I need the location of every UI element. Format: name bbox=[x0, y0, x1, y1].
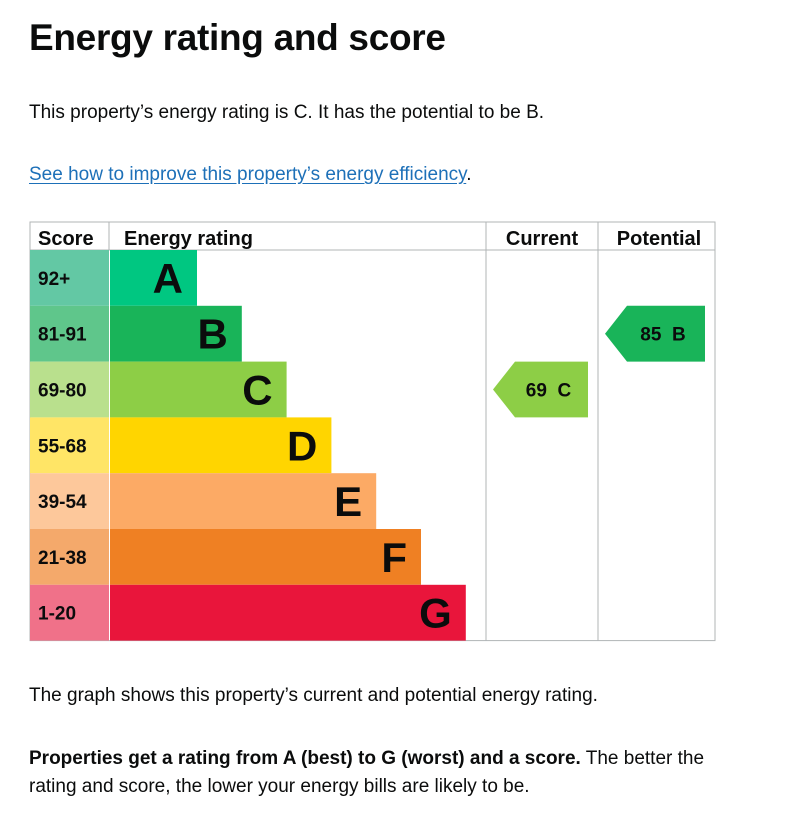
score-range-d: 55-68 bbox=[38, 436, 87, 457]
header-energy-rating: Energy rating bbox=[124, 228, 253, 250]
rating-band-g: 1-20 G bbox=[30, 584, 466, 641]
page-title: Energy rating and score bbox=[29, 17, 446, 58]
rating-letter-g: G bbox=[419, 590, 452, 637]
header-score: Score bbox=[38, 228, 94, 250]
improve-efficiency-link[interactable]: See how to improve this property’s energ… bbox=[29, 164, 467, 185]
rating-bar-a bbox=[110, 250, 197, 306]
rating-band-a: 92+ A bbox=[30, 250, 197, 306]
score-cell-c bbox=[30, 361, 109, 418]
score-cell-g bbox=[30, 584, 109, 641]
rating-bar-c bbox=[110, 361, 287, 418]
rating-arrows: 69 C 85 B bbox=[493, 305, 705, 418]
score-range-g: 1-20 bbox=[38, 604, 76, 625]
score-cell-e bbox=[30, 473, 109, 529]
score-range-e: 39-54 bbox=[38, 492, 87, 513]
rating-bar-e bbox=[110, 473, 377, 529]
potential-rating-arrow-label: 85 B bbox=[640, 325, 685, 346]
rating-bar-d bbox=[110, 417, 332, 474]
current-rating-arrow-shape bbox=[493, 361, 588, 418]
improve-link-suffix: . bbox=[466, 164, 472, 185]
rating-letter-a: A bbox=[153, 255, 183, 302]
rating-letter-f: F bbox=[381, 534, 407, 581]
rating-letter-e: E bbox=[334, 478, 362, 525]
rating-band-c: 69-80 C bbox=[30, 361, 287, 418]
score-cell-d bbox=[30, 417, 109, 474]
header-current: Current bbox=[506, 228, 579, 250]
rating-bar-f bbox=[110, 529, 421, 585]
score-range-b: 81-91 bbox=[38, 325, 87, 346]
rating-band-b: 81-91 B bbox=[30, 305, 242, 362]
score-cell-a bbox=[30, 250, 109, 306]
rating-band-f: 21-38 F bbox=[30, 529, 421, 585]
score-cell-b bbox=[30, 305, 109, 362]
score-range-a: 92+ bbox=[38, 269, 70, 290]
score-cell-f bbox=[30, 529, 109, 585]
energy-rating-intro: This property’s energy rating is C. It h… bbox=[29, 102, 545, 123]
rating-summary: Properties get a rating from A (best) to… bbox=[29, 745, 729, 800]
rating-bands: 92+ A 81-91 B 69-80 C 55-68 D 39-54 E 21-38 F 1-20 G bbox=[30, 250, 466, 641]
rating-band-e: 39-54 E bbox=[30, 473, 377, 529]
graph-description: The graph shows this property’s current … bbox=[29, 685, 598, 706]
rating-summary-rest: The better the rating and score, the low… bbox=[29, 748, 705, 797]
score-range-f: 21-38 bbox=[38, 548, 87, 569]
rating-bar-g bbox=[110, 584, 466, 641]
improve-line: See how to improve this property’s energ… bbox=[29, 163, 472, 188]
current-rating-arrow-label: 69 C bbox=[526, 381, 572, 402]
rating-bar-b bbox=[110, 305, 242, 362]
potential-rating-arrow-shape bbox=[605, 305, 705, 362]
header-potential: Potential bbox=[617, 228, 701, 250]
current-rating-arrow: 69 C bbox=[493, 361, 588, 418]
rating-band-d: 55-68 D bbox=[30, 417, 332, 474]
chart-headers: Score Energy rating Current Potential bbox=[38, 228, 701, 250]
potential-rating-arrow: 85 B bbox=[605, 305, 705, 362]
rating-letter-b: B bbox=[197, 311, 227, 358]
score-range-c: 69-80 bbox=[38, 381, 87, 402]
rating-summary-bold: Properties get a rating from A (best) to… bbox=[29, 748, 581, 769]
rating-letter-d: D bbox=[287, 422, 317, 469]
rating-letter-c: C bbox=[242, 367, 272, 414]
